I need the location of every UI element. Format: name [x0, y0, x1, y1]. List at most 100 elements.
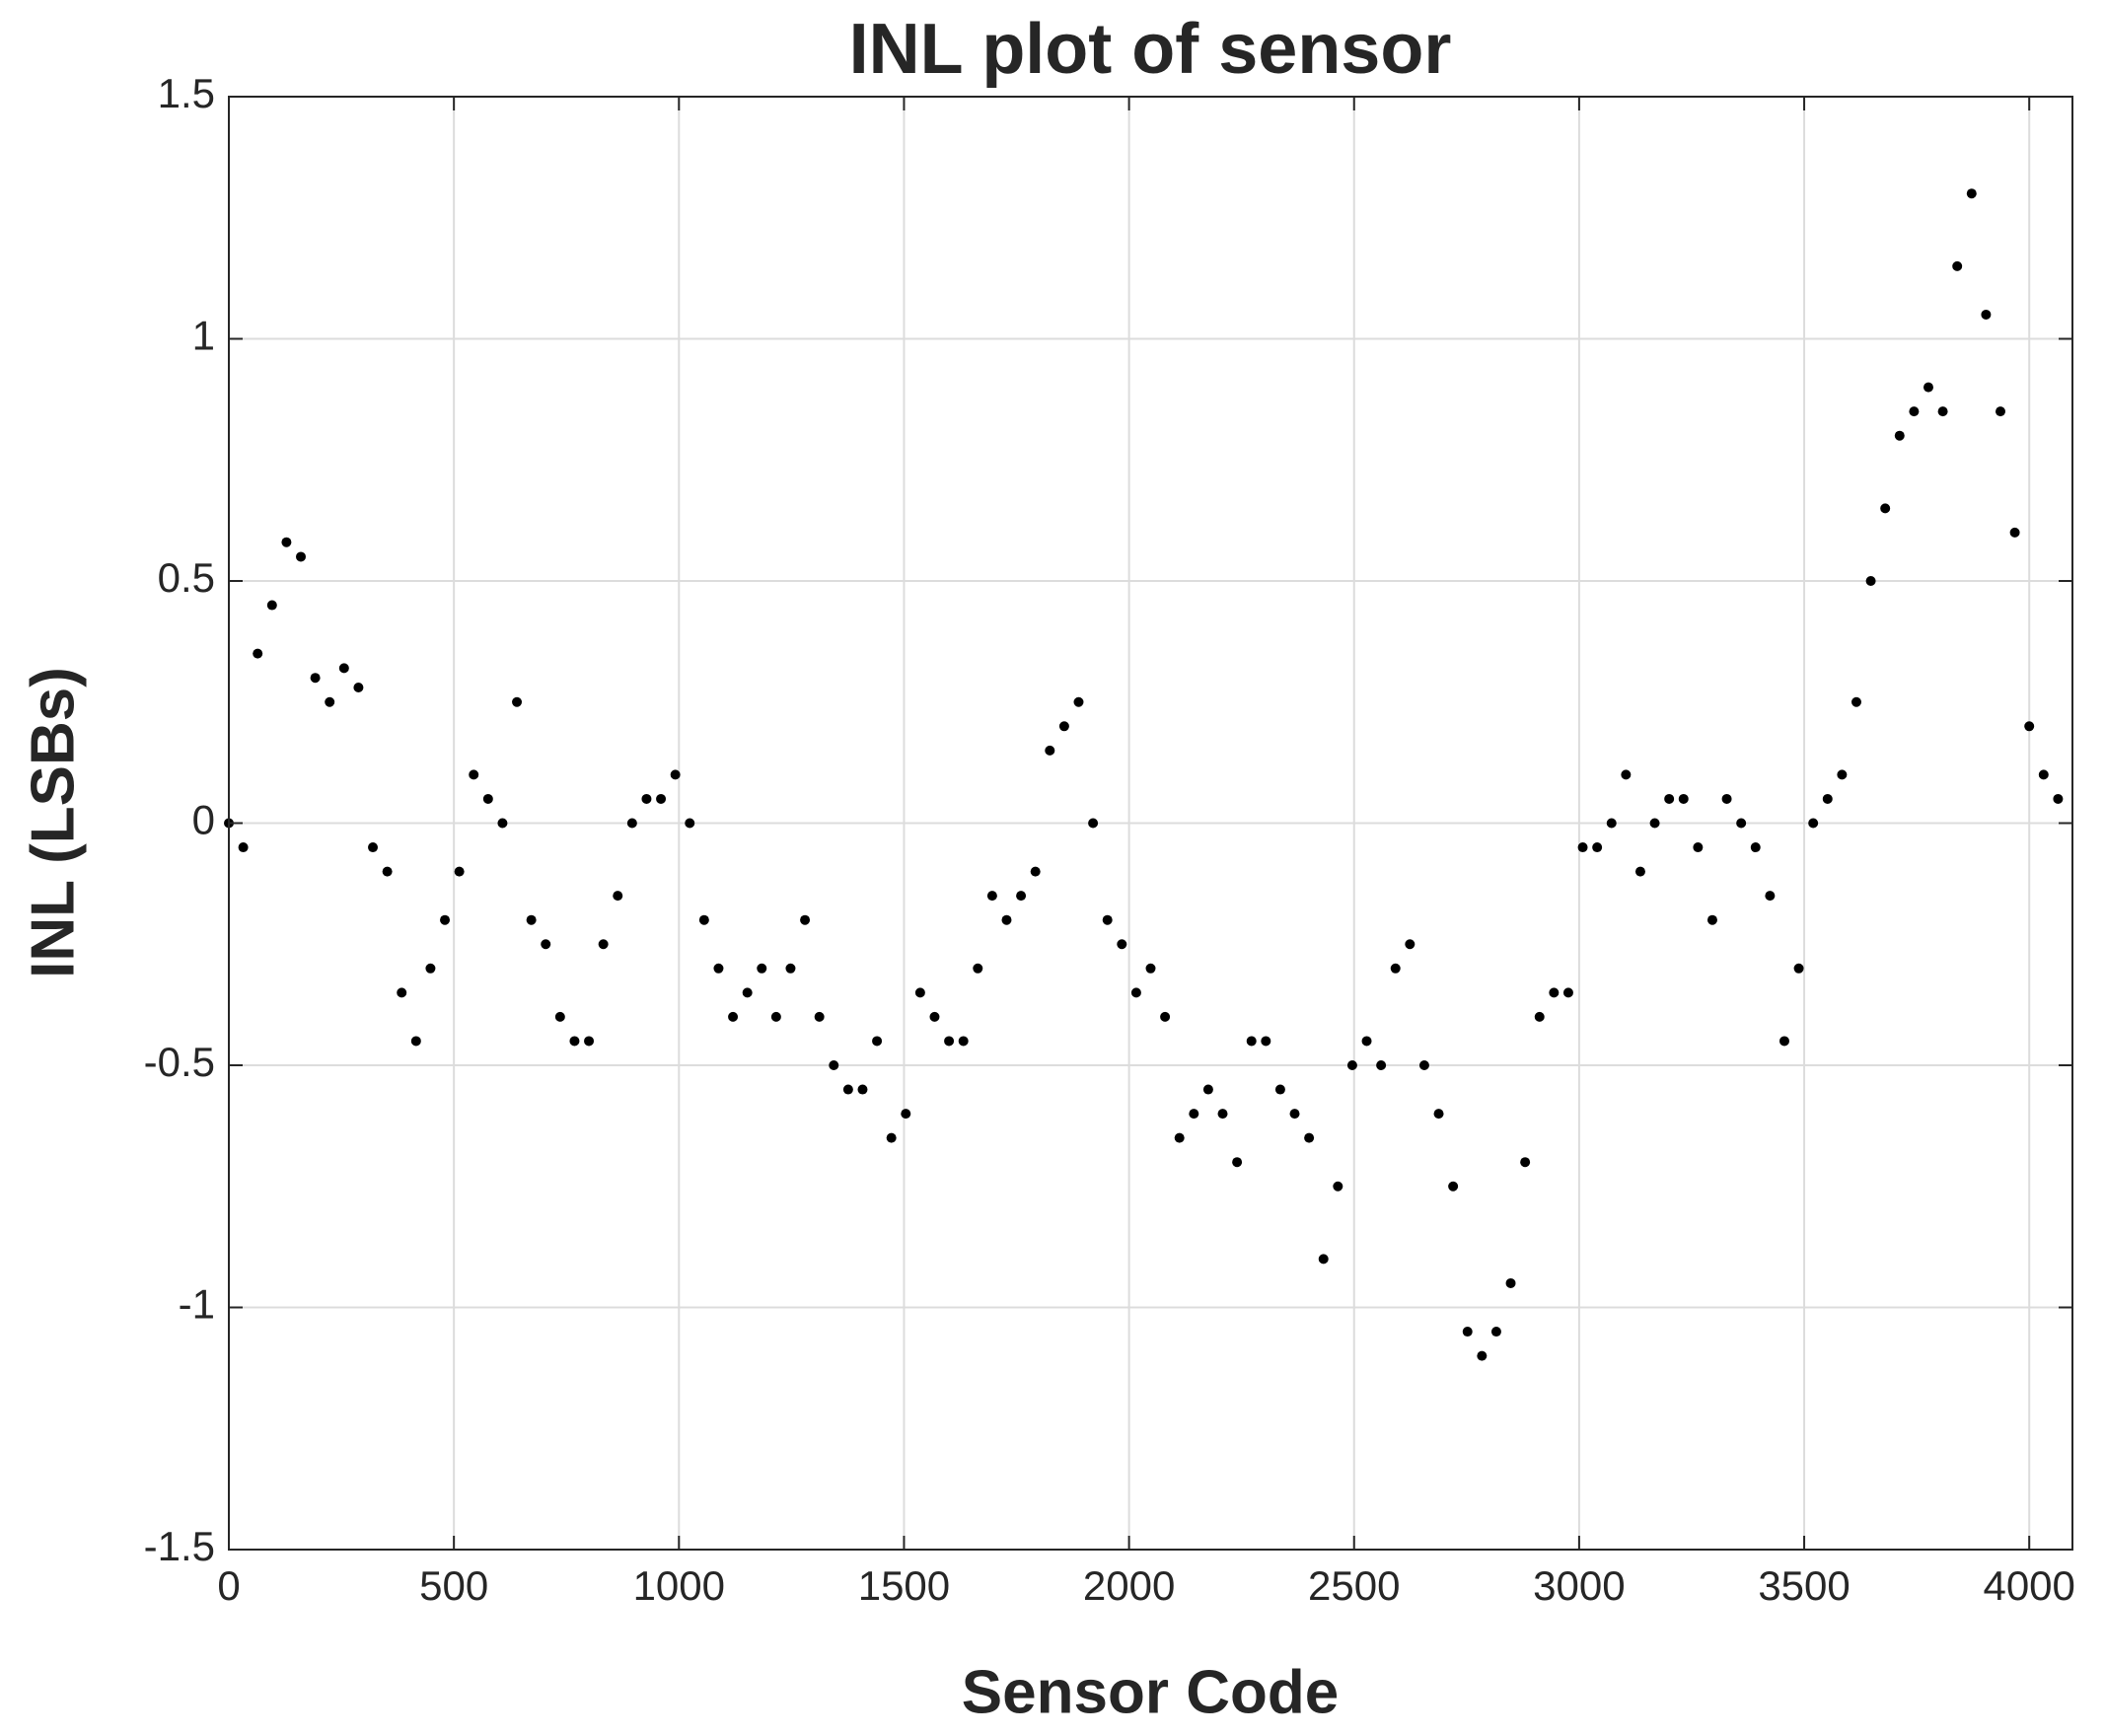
data-point	[266, 600, 277, 611]
data-point	[1808, 818, 1819, 829]
data-point	[685, 818, 695, 829]
data-point	[1232, 1157, 1243, 1168]
data-point	[1390, 963, 1401, 974]
data-point	[1981, 309, 1992, 320]
ticks: 0 500 1000 1500 2000 2500 3000 3500 4000 -1.5 -1 -0…	[144, 70, 2075, 1609]
data-point	[482, 793, 493, 804]
data-point	[253, 648, 263, 659]
data-point	[1634, 866, 1645, 877]
y-tick-label: 0.5	[158, 554, 215, 601]
data-point	[1274, 1084, 1285, 1095]
data-point	[1549, 987, 1560, 998]
data-point	[785, 963, 796, 974]
data-point	[397, 987, 407, 998]
data-point	[1880, 503, 1891, 514]
data-point	[1246, 1036, 1257, 1047]
data-point	[1490, 1327, 1501, 1338]
data-point	[1333, 1181, 1343, 1192]
data-point	[1088, 818, 1099, 829]
y-tick-label: 1	[192, 313, 215, 359]
data-point	[1433, 1109, 1444, 1120]
data-point	[1073, 696, 1084, 707]
data-point	[613, 891, 623, 902]
data-point	[656, 793, 667, 804]
data-point	[1117, 939, 1127, 950]
data-point	[641, 793, 652, 804]
data-point	[1346, 1060, 1357, 1070]
x-tick-label: 2000	[1083, 1562, 1175, 1609]
data-point	[584, 1036, 595, 1047]
data-point	[1693, 842, 1704, 853]
data-point	[1966, 188, 1977, 199]
y-tick-label: 0	[192, 797, 215, 843]
x-tick-label: 1000	[633, 1562, 725, 1609]
data-point	[1505, 1277, 1516, 1288]
data-point	[857, 1084, 868, 1095]
data-point	[986, 891, 997, 902]
data-point	[238, 842, 249, 853]
data-point	[1405, 939, 1415, 950]
data-point	[569, 1036, 580, 1047]
data-point	[1562, 987, 1573, 998]
data-point	[368, 842, 379, 853]
x-tick-label: 1500	[858, 1562, 950, 1609]
data-point	[1016, 891, 1027, 902]
data-point	[1520, 1157, 1531, 1168]
data-point	[1304, 1132, 1315, 1143]
data-point	[886, 1132, 897, 1143]
data-point	[1289, 1109, 1300, 1120]
data-point	[1736, 818, 1747, 829]
data-point	[958, 1036, 969, 1047]
data-point	[1837, 769, 1848, 780]
y-tick-label: -1.5	[144, 1523, 215, 1569]
data-point	[914, 987, 925, 998]
data-point	[2038, 769, 2049, 780]
data-point	[800, 914, 811, 925]
data-point	[1145, 963, 1156, 974]
data-point	[670, 769, 681, 780]
data-point	[757, 963, 767, 974]
data-point	[842, 1084, 853, 1095]
data-point	[872, 1036, 883, 1047]
data-point	[1621, 769, 1632, 780]
y-tick-label: -0.5	[144, 1039, 215, 1085]
chart-title: INL plot of sensor	[849, 10, 1452, 89]
data-point	[1822, 793, 1833, 804]
data-point	[1318, 1254, 1329, 1265]
data-point	[1102, 914, 1113, 925]
data-point	[973, 963, 983, 974]
data-point	[2053, 793, 2064, 804]
data-point	[1750, 842, 1761, 853]
data-point	[1174, 1132, 1185, 1143]
data-point	[425, 963, 436, 974]
data-point	[1376, 1060, 1387, 1070]
x-axis-label: Sensor Code	[962, 1658, 1339, 1726]
data-point	[526, 914, 537, 925]
x-tick-label: 500	[419, 1562, 488, 1609]
data-point	[469, 769, 479, 780]
data-point	[1217, 1109, 1228, 1120]
x-tick-label: 0	[217, 1562, 240, 1609]
data-point	[541, 939, 551, 950]
x-tick-label: 4000	[1983, 1562, 2074, 1609]
data-point	[2024, 721, 2035, 732]
data-point	[1995, 406, 2005, 417]
data-point	[1706, 914, 1717, 925]
data-point	[1202, 1084, 1213, 1095]
data-point	[814, 1011, 825, 1022]
data-point	[1045, 745, 1055, 756]
y-tick-label: 1.5	[158, 70, 215, 116]
data-point	[1865, 576, 1876, 586]
data-point	[598, 939, 609, 950]
data-point	[410, 1036, 421, 1047]
data-point	[382, 866, 393, 877]
data-point	[929, 1011, 940, 1022]
data-point	[1923, 382, 1933, 393]
data-point	[770, 1011, 781, 1022]
data-point	[1189, 1109, 1199, 1120]
data-point	[1649, 818, 1660, 829]
data-point	[1721, 793, 1732, 804]
